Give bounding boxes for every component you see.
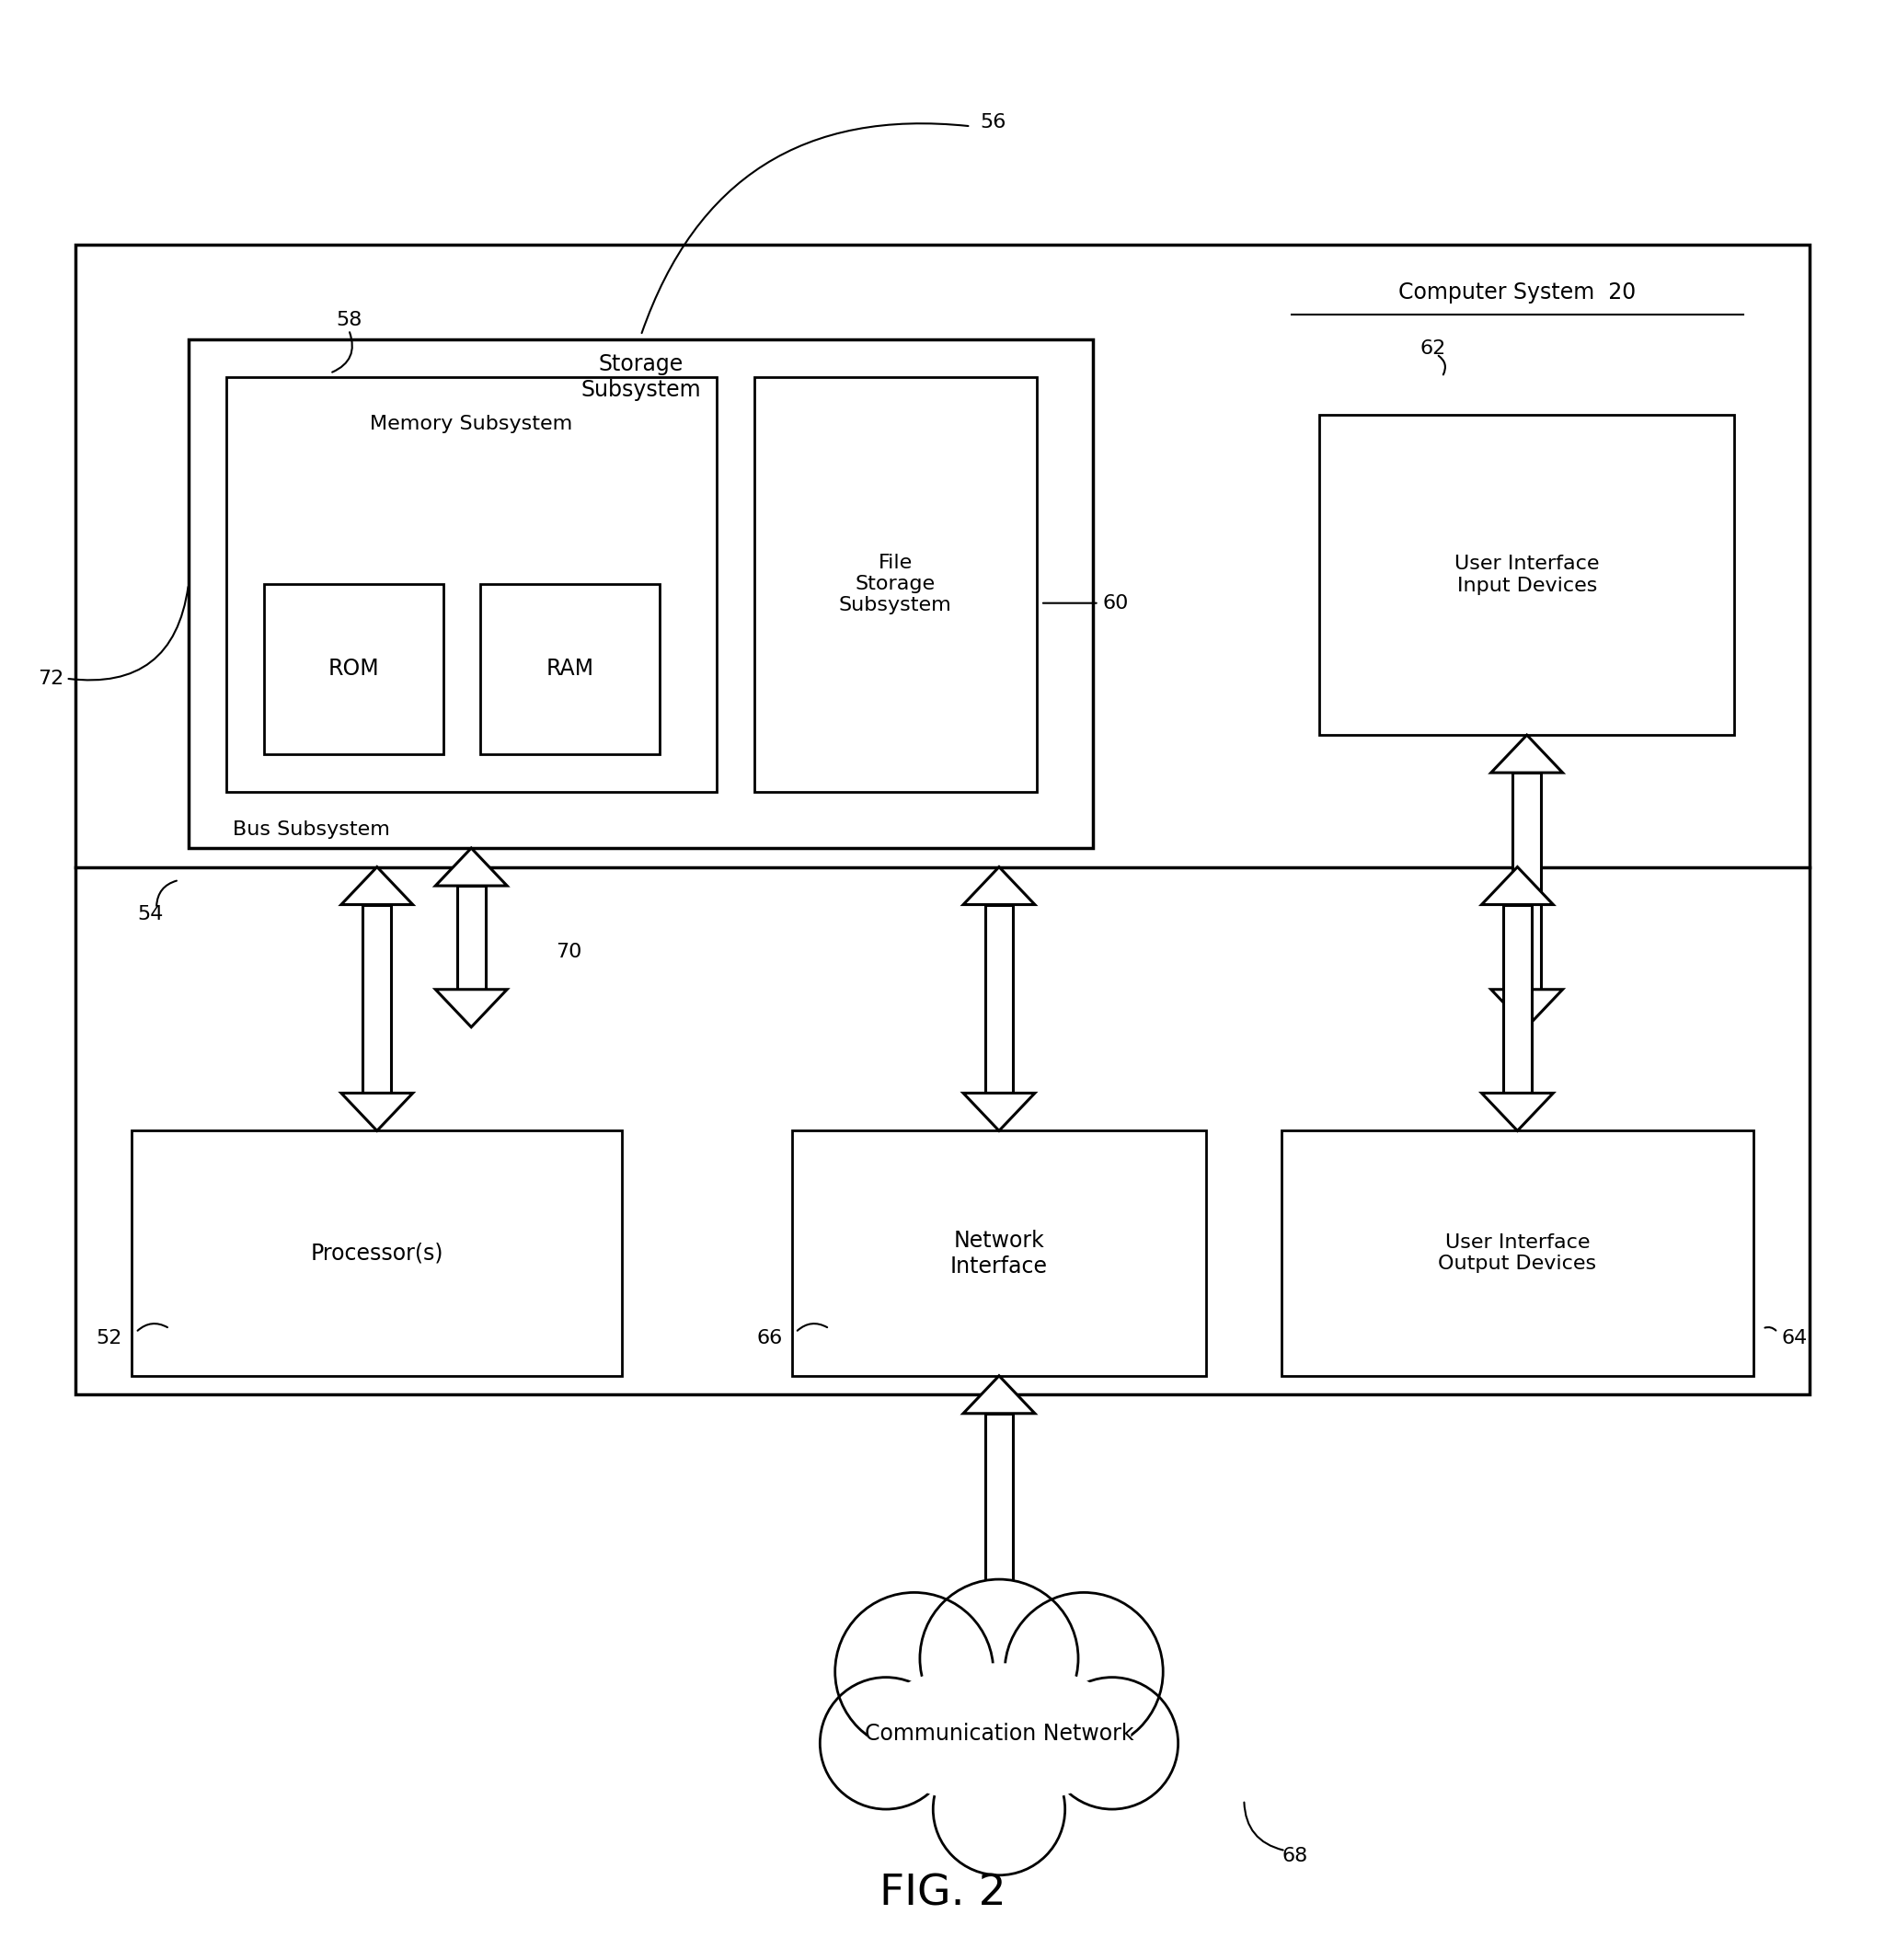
Text: User Interface
Input Devices: User Interface Input Devices: [1455, 555, 1598, 594]
Polygon shape: [1491, 735, 1563, 772]
Text: Storage
Subsystem: Storage Subsystem: [581, 353, 701, 400]
Polygon shape: [963, 866, 1035, 906]
Circle shape: [820, 1678, 952, 1809]
FancyBboxPatch shape: [1282, 1131, 1753, 1376]
Bar: [458, 886, 486, 990]
Text: 68: 68: [1282, 1846, 1308, 1866]
Text: Computer System  20: Computer System 20: [1399, 280, 1636, 304]
Text: User Interface
Output Devices: User Interface Output Devices: [1438, 1233, 1597, 1274]
Polygon shape: [435, 849, 507, 886]
FancyBboxPatch shape: [1320, 416, 1734, 735]
Text: 70: 70: [556, 943, 582, 960]
FancyBboxPatch shape: [132, 1131, 622, 1376]
Text: Memory Subsystem: Memory Subsystem: [369, 416, 573, 433]
Bar: [986, 906, 1014, 1094]
Text: 56: 56: [980, 114, 1007, 131]
Bar: [1504, 906, 1531, 1094]
Text: 58: 58: [336, 312, 362, 329]
Polygon shape: [341, 1094, 413, 1131]
Circle shape: [920, 1580, 1078, 1739]
FancyBboxPatch shape: [226, 376, 716, 792]
Text: FIG. 2: FIG. 2: [878, 1874, 1007, 1915]
Polygon shape: [341, 866, 413, 906]
Polygon shape: [435, 990, 507, 1027]
Bar: [364, 906, 392, 1094]
Polygon shape: [963, 1376, 1035, 1413]
Ellipse shape: [867, 1664, 1131, 1805]
Circle shape: [1046, 1678, 1178, 1809]
FancyBboxPatch shape: [481, 584, 660, 755]
Bar: [1514, 772, 1542, 990]
Text: 62: 62: [1419, 339, 1446, 359]
Text: 52: 52: [96, 1329, 123, 1347]
Polygon shape: [963, 1094, 1035, 1131]
Text: 64: 64: [1781, 1329, 1808, 1347]
Bar: [986, 1413, 1014, 1584]
FancyBboxPatch shape: [264, 584, 443, 755]
Text: 66: 66: [756, 1329, 782, 1347]
FancyBboxPatch shape: [754, 376, 1037, 792]
Text: Communication Network: Communication Network: [865, 1723, 1133, 1744]
Polygon shape: [1482, 1094, 1553, 1131]
Text: RAM: RAM: [547, 659, 594, 680]
Circle shape: [835, 1592, 993, 1750]
FancyBboxPatch shape: [792, 1131, 1206, 1376]
Text: File
Storage
Subsystem: File Storage Subsystem: [839, 555, 952, 615]
Text: 72: 72: [38, 668, 64, 688]
Text: Processor(s): Processor(s): [311, 1243, 443, 1264]
Text: ROM: ROM: [328, 659, 379, 680]
FancyBboxPatch shape: [75, 245, 1810, 1396]
Polygon shape: [1482, 866, 1553, 906]
Polygon shape: [1491, 990, 1563, 1027]
Text: 60: 60: [1103, 594, 1129, 612]
Circle shape: [933, 1742, 1065, 1876]
Text: Bus Subsystem: Bus Subsystem: [232, 821, 390, 839]
FancyBboxPatch shape: [188, 339, 1093, 849]
Ellipse shape: [839, 1648, 1159, 1819]
Circle shape: [1005, 1592, 1163, 1750]
Text: 54: 54: [138, 906, 164, 923]
Text: Network
Interface: Network Interface: [950, 1229, 1048, 1278]
